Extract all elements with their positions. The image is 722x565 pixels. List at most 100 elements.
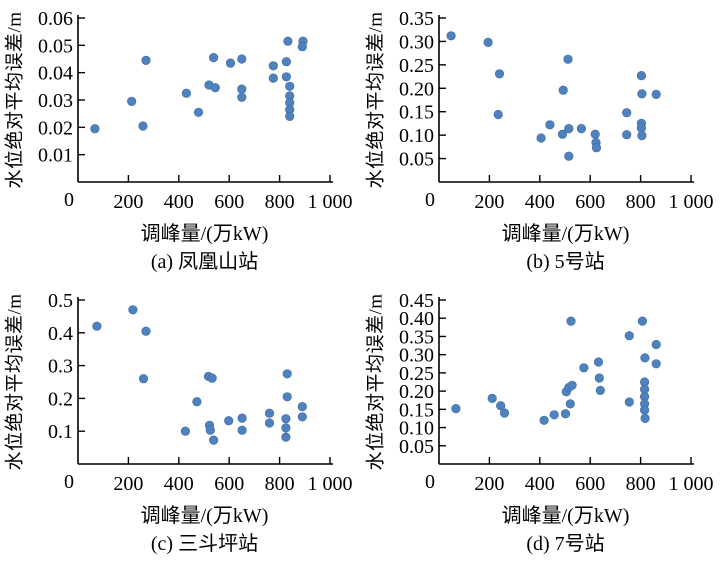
data-point bbox=[593, 357, 604, 367]
data-point bbox=[622, 108, 632, 118]
data-point bbox=[181, 88, 191, 98]
x-axis-title: 调峰量/(万kW) bbox=[501, 505, 630, 527]
data-point bbox=[281, 57, 292, 67]
x-tick-label: 1 000 bbox=[308, 473, 353, 495]
x-tick-label: 1 000 bbox=[669, 191, 714, 213]
data-point bbox=[237, 54, 247, 64]
data-point bbox=[128, 305, 138, 315]
data-point bbox=[591, 143, 602, 153]
scatter-plot-station-7: 200 400 600 800 1 00000.050.100.150.200.250.… bbox=[399, 290, 714, 495]
data-point bbox=[640, 405, 650, 415]
y-tick-label: 0.35 bbox=[399, 326, 434, 348]
y-tick-label: 0.05 bbox=[38, 35, 73, 57]
data-point bbox=[558, 85, 568, 95]
data-point bbox=[224, 416, 234, 426]
data-point bbox=[237, 425, 247, 435]
data-point bbox=[563, 54, 573, 64]
data-point bbox=[567, 380, 577, 390]
x-tick-label: 800 bbox=[626, 473, 656, 495]
data-point bbox=[297, 401, 307, 412]
data-point bbox=[496, 401, 506, 411]
data-point bbox=[493, 109, 503, 120]
x-tick-label: 600 bbox=[575, 473, 605, 495]
y-tick-label: 0.15 bbox=[399, 102, 434, 124]
data-point bbox=[557, 129, 568, 139]
y-tick-label: 0.3 bbox=[48, 356, 73, 378]
y-tick-label: 0.4 bbox=[48, 323, 73, 345]
data-point bbox=[594, 373, 604, 383]
data-point bbox=[545, 120, 555, 130]
subplot-c: 200 400 600 800 1 000 0 0.1 0.2 0.3 0.4 0.5 水位绝对平均… bbox=[0, 282, 361, 565]
data-point bbox=[207, 373, 217, 383]
x-tick-label: 400 bbox=[525, 473, 555, 495]
y-tick-label: 0.10 bbox=[399, 418, 434, 440]
subplot-b: 200 400 600 800 1 000 0 0.05 0.10 0.15 0.20 0.25 0.… bbox=[361, 0, 722, 282]
data-point bbox=[141, 326, 151, 336]
data-point bbox=[499, 408, 510, 418]
data-point bbox=[564, 151, 574, 161]
data-point bbox=[205, 425, 215, 435]
data-point bbox=[536, 133, 546, 143]
y-tick-label: 0.04 bbox=[38, 63, 73, 85]
data-point bbox=[446, 31, 456, 41]
data-point bbox=[127, 96, 137, 106]
y-tick-label: 0.25 bbox=[399, 363, 434, 385]
data-point bbox=[539, 415, 549, 425]
x-tick-label: 600 bbox=[575, 191, 605, 213]
y-tick-label: 0.30 bbox=[399, 31, 434, 53]
subplot-caption: (d) 7号站 bbox=[526, 533, 605, 555]
x-tick-label: 800 bbox=[265, 473, 295, 495]
subplot-caption: (b) 5号站 bbox=[526, 251, 605, 273]
data-point bbox=[494, 69, 505, 79]
x-axis-title: 调峰量/(万kW) bbox=[501, 223, 630, 245]
data-point bbox=[564, 124, 574, 134]
data-point bbox=[193, 107, 204, 117]
data-point bbox=[637, 89, 647, 99]
scatter-plot-sandouping: 200 400 600 800 1 000 0 0.1 0.2 0.3 0.4 0.5 bbox=[48, 290, 353, 495]
scatter-plot-fenghuangshan: 200 400 600 800 1 000 0 0.01 0.02 0.03 0.04 0.05 0.… bbox=[38, 8, 353, 213]
subplot-caption: (a) 凤凰山站 bbox=[150, 251, 259, 273]
data-point bbox=[651, 359, 661, 369]
data-point bbox=[268, 61, 278, 71]
subplot-d: 200 400 600 800 1 000 0 0.05 0.10 0.15 0.20 0.25 0.… bbox=[361, 282, 722, 565]
data-point bbox=[281, 72, 292, 82]
x-tick-label: 400 bbox=[525, 191, 555, 213]
y-tick-label: 0.20 bbox=[399, 381, 434, 403]
origin-tick-label: 0 bbox=[64, 471, 74, 493]
data-point bbox=[549, 410, 559, 420]
data-point bbox=[637, 316, 648, 326]
data-point bbox=[264, 408, 275, 418]
origin-tick-label: 0 bbox=[64, 189, 74, 211]
data-point bbox=[624, 397, 634, 407]
data-point bbox=[285, 81, 295, 91]
y-tick-label: 0.15 bbox=[399, 399, 434, 421]
data-point bbox=[281, 414, 291, 424]
data-point bbox=[624, 331, 634, 341]
y-tick-label: 0.05 bbox=[399, 436, 434, 458]
data-point bbox=[565, 399, 575, 409]
y-tick-label: 0.02 bbox=[38, 117, 73, 139]
data-point bbox=[483, 37, 493, 48]
y-tick-label: 0.25 bbox=[399, 55, 434, 77]
scatter-plot-station-5: 200 400 600 800 1 00000.050.100.150.200.250.… bbox=[399, 8, 714, 213]
data-point bbox=[636, 70, 647, 81]
data-point bbox=[560, 409, 571, 419]
data-point bbox=[264, 418, 275, 428]
data-point bbox=[225, 58, 236, 68]
data-point bbox=[237, 84, 247, 94]
y-tick-label: 0.03 bbox=[38, 90, 73, 112]
data-point bbox=[622, 130, 632, 140]
data-point bbox=[285, 111, 295, 121]
x-tick-label: 200 bbox=[113, 473, 143, 495]
x-tick-label: 200 bbox=[474, 473, 504, 495]
data-point bbox=[282, 369, 292, 379]
data-point bbox=[451, 403, 461, 414]
y-tick-label: 0.2 bbox=[48, 388, 73, 410]
data-point bbox=[192, 397, 202, 407]
x-axis-title: 调峰量/(万kW) bbox=[140, 505, 269, 527]
data-point bbox=[180, 426, 190, 436]
subplot-a: 200 400 600 800 1 000 0 0.01 0.02 0.03 0.04 0.05 0.… bbox=[0, 0, 361, 282]
data-point bbox=[595, 385, 605, 395]
data-point bbox=[487, 393, 497, 403]
